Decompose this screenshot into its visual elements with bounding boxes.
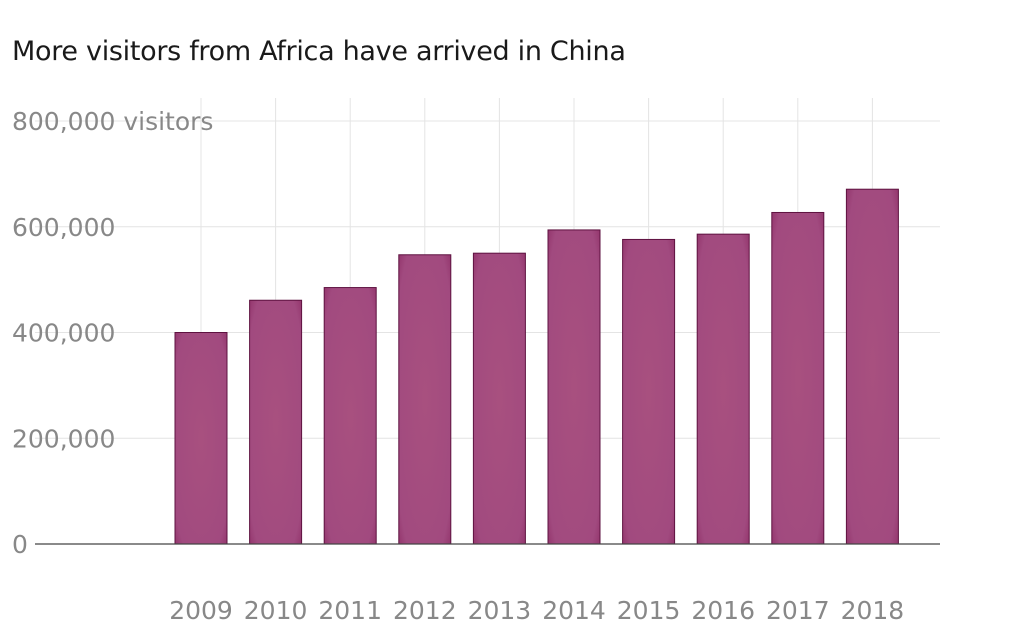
bar-2014: [547, 229, 601, 545]
axis-layer: 0 200,000 400,000 600,000 800,000 visitors 20…: [12, 107, 940, 625]
x-tick-label: 2014: [542, 596, 606, 625]
bar-2012: [398, 254, 452, 545]
bar-2015: [622, 238, 676, 545]
x-tick-label: 2017: [766, 596, 830, 625]
bars-layer: [174, 188, 899, 545]
x-tick-label: 2018: [841, 596, 905, 625]
bar-2011: [323, 287, 377, 545]
y-tick-label: 200,000: [12, 424, 115, 453]
y-tick-label: 400,000: [12, 319, 115, 348]
bar-2017: [771, 211, 825, 545]
bar-2016: [696, 233, 750, 545]
bar-2010: [249, 299, 303, 545]
bar-2018: [845, 188, 899, 545]
y-tick-label: 800,000 visitors: [12, 107, 213, 136]
x-tick-label: 2016: [691, 596, 755, 625]
x-tick-label: 2011: [318, 596, 382, 625]
chart-title: More visitors from Africa have arrived i…: [12, 36, 626, 67]
x-tick-label: 2013: [468, 596, 532, 625]
x-tick-label: 2015: [617, 596, 681, 625]
x-tick-label: 2010: [244, 596, 308, 625]
x-tick-label: 2009: [169, 596, 233, 625]
y-tick-label: 600,000: [12, 213, 115, 242]
bar-2009: [174, 332, 228, 545]
x-tick-label: 2012: [393, 596, 457, 625]
y-tick-label: 0: [12, 530, 28, 559]
bar-2013: [472, 252, 526, 545]
